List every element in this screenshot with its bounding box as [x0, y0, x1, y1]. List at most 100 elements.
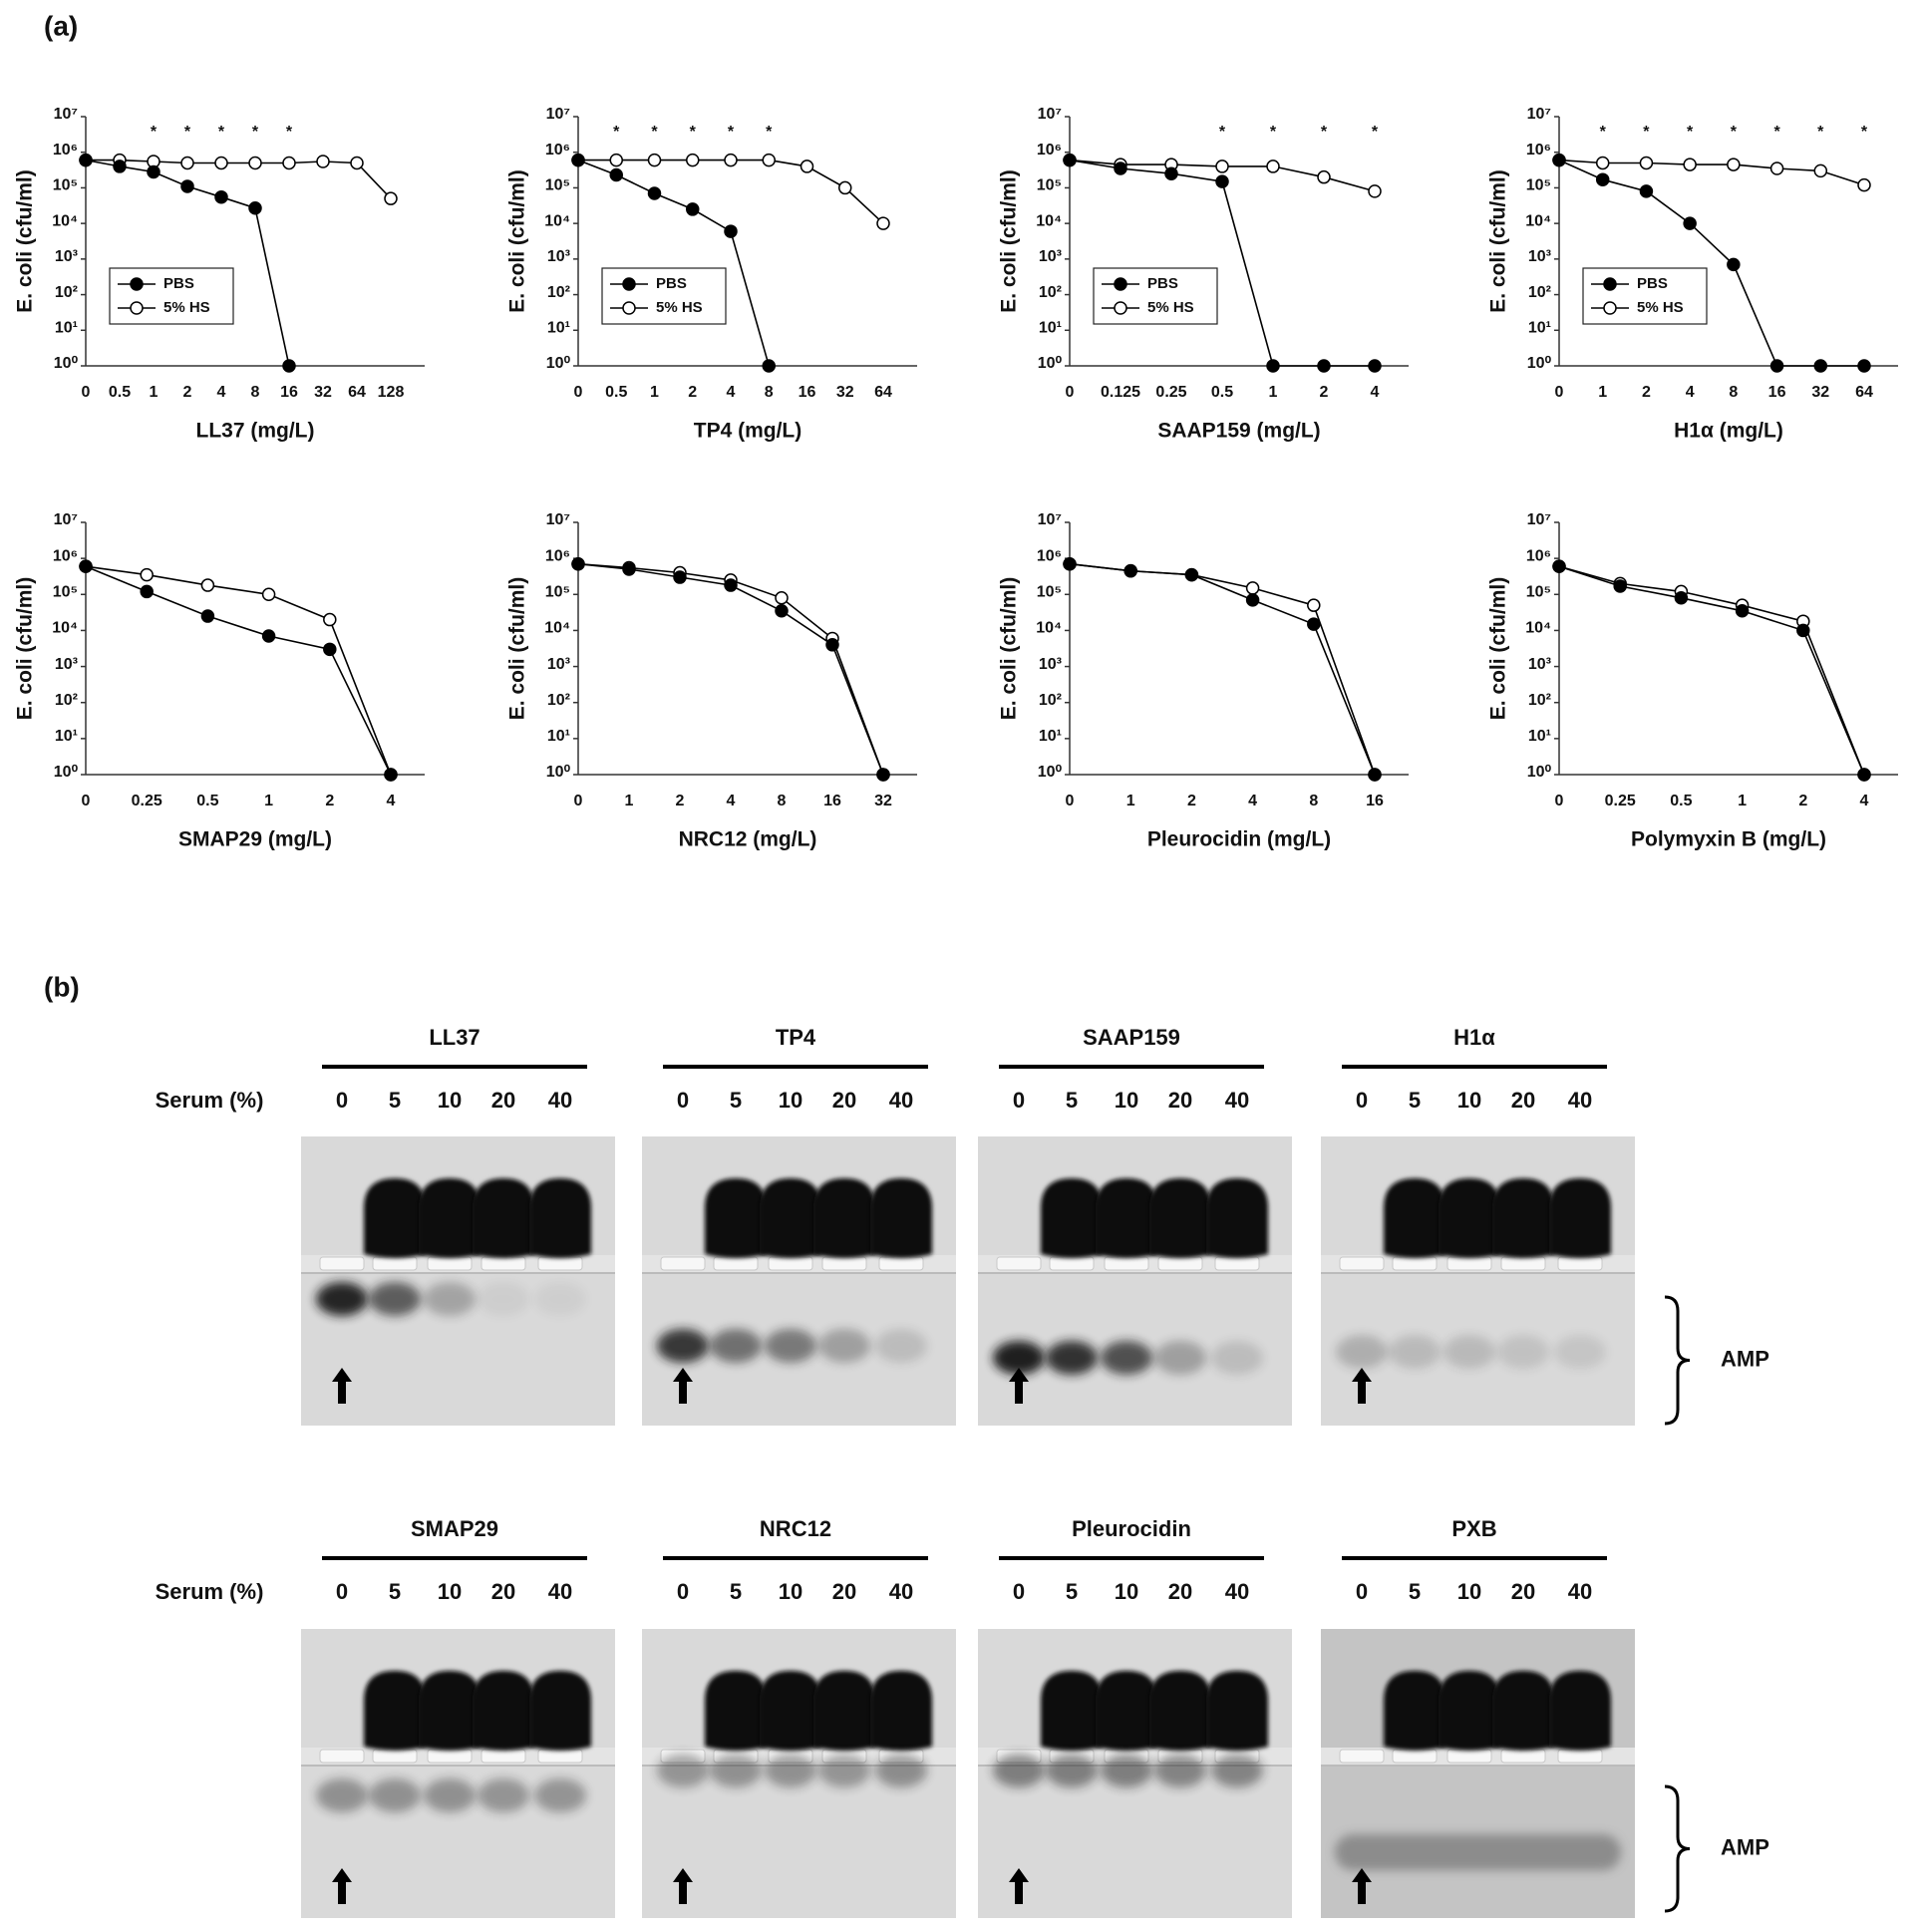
amp-band: [1154, 1754, 1206, 1787]
y-tick-label: 10³: [55, 248, 78, 265]
lane-label: 5: [389, 1088, 401, 1113]
amp-band: [710, 1329, 762, 1363]
serum-blob: [473, 1178, 534, 1258]
gel-well: [713, 1256, 759, 1271]
y-tick-label: 10⁷: [1038, 106, 1062, 123]
gel-title: NRC12: [760, 1516, 831, 1541]
y-tick-label: 10²: [55, 692, 78, 709]
y-axis-title: E. coli (cfu/ml): [1487, 577, 1510, 721]
x-tick-label: 16: [1366, 793, 1384, 809]
data-point: [282, 359, 296, 373]
lane-label: 40: [1568, 1088, 1592, 1113]
gel-well: [1049, 1256, 1095, 1271]
gel-well: [427, 1749, 473, 1764]
y-tick-label: 10⁴: [544, 620, 570, 637]
data-point: [724, 224, 738, 238]
x-tick-label: 16: [823, 793, 841, 809]
data-point: [622, 562, 636, 576]
data-point: [248, 156, 262, 170]
gel-title: Pleurocidin: [1072, 1516, 1191, 1541]
data-point: [200, 609, 215, 623]
x-tick-label: 2: [1187, 793, 1196, 809]
gel-well: [660, 1256, 706, 1271]
data-point: [147, 164, 160, 179]
series-line: [1558, 565, 1865, 776]
significance-mark: *: [252, 124, 259, 141]
data-point: [1368, 184, 1382, 198]
y-tick-label: 10⁰: [1527, 764, 1552, 781]
x-tick-label: 4: [217, 384, 226, 401]
lane-label: 40: [1225, 1579, 1249, 1604]
lane-label: 5: [1409, 1579, 1421, 1604]
amp-band: [1554, 1335, 1606, 1369]
y-tick-label: 10⁷: [1527, 106, 1551, 123]
x-tick-label: 128: [378, 384, 405, 401]
data-point: [1727, 158, 1741, 171]
brace: [1664, 1295, 1691, 1426]
serum-blob: [1149, 1671, 1211, 1751]
x-tick-label: 0: [82, 384, 91, 401]
serum-blob: [1549, 1671, 1611, 1751]
significance-mark: *: [690, 124, 697, 141]
y-tick-label: 10³: [1528, 248, 1551, 265]
series-line: [577, 159, 771, 367]
lane-label: 40: [889, 1579, 913, 1604]
data-point: [825, 638, 839, 652]
data-point: [1317, 359, 1331, 373]
data-point: [384, 768, 398, 782]
x-tick-label: 1: [264, 793, 273, 809]
y-tick-label: 10¹: [55, 728, 78, 745]
series-line: [577, 562, 884, 776]
x-axis-title: LL37 (mg/L): [196, 420, 315, 443]
x-tick-label: 0.25: [132, 793, 162, 809]
y-tick-label: 10⁶: [1526, 547, 1551, 564]
panel-label: (b): [44, 971, 80, 1002]
title-rule: [663, 1556, 928, 1560]
y-tick-label: 10⁰: [54, 355, 79, 372]
data-point: [762, 153, 776, 167]
lane-label: 0: [677, 1088, 689, 1113]
y-tick-label: 10⁷: [54, 511, 78, 528]
y-tick-label: 10⁵: [1526, 177, 1551, 194]
gel-well: [1500, 1256, 1546, 1271]
x-tick-label: 0.5: [1670, 793, 1692, 809]
gel-well: [768, 1256, 813, 1271]
amp-band: [1046, 1341, 1098, 1375]
serum-blob: [813, 1178, 875, 1258]
lane-label: 20: [1511, 1579, 1535, 1604]
x-axis-title: NRC12 (mg/L): [679, 828, 817, 851]
x-tick-label: 2: [688, 384, 697, 401]
x-tick-label: 32: [836, 384, 854, 401]
x-tick-label: 1: [650, 384, 659, 401]
gel-well: [1392, 1256, 1438, 1271]
data-point: [1796, 623, 1810, 638]
data-point: [1368, 768, 1382, 782]
y-tick-label: 10⁰: [1038, 764, 1063, 781]
title-rule: [1342, 1556, 1607, 1560]
y-tick-label: 10⁴: [1036, 212, 1062, 229]
y-tick-label: 10⁷: [1527, 511, 1551, 528]
y-tick-label: 10⁰: [1038, 355, 1063, 372]
serum-blob: [529, 1671, 591, 1751]
y-tick-label: 10²: [55, 284, 78, 301]
x-tick-label: 1: [1269, 384, 1278, 401]
significance-mark: *: [651, 124, 658, 141]
x-tick-label: 0: [1066, 384, 1075, 401]
amp-band: [818, 1329, 870, 1363]
amp-band: [875, 1329, 927, 1363]
x-tick-label: 0: [574, 384, 583, 401]
series-line: [1069, 159, 1375, 367]
lane-label: 40: [548, 1088, 572, 1113]
data-point: [248, 200, 262, 215]
gel-well: [1446, 1749, 1492, 1764]
x-tick-label: 1: [1738, 793, 1747, 809]
y-axis-title: E. coli (cfu/ml): [998, 169, 1021, 313]
lane-label: 0: [677, 1579, 689, 1604]
x-tick-label: 64: [1855, 384, 1873, 401]
serum-blob: [813, 1671, 875, 1751]
amp-band: [534, 1282, 586, 1316]
data-point: [1639, 184, 1654, 198]
y-tick-label: 10²: [547, 284, 570, 301]
x-tick-label: 0.125: [1101, 384, 1140, 401]
